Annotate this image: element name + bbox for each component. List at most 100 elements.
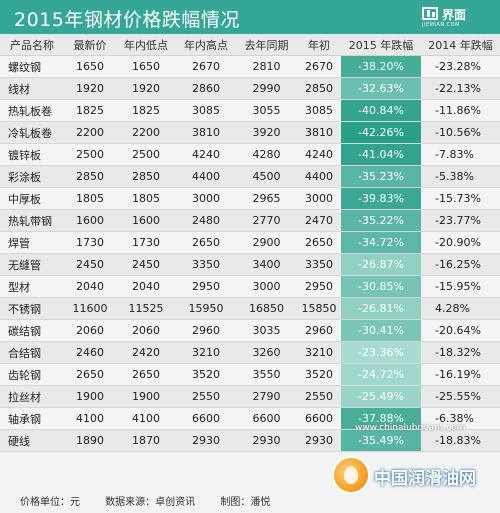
latest-cell: 1825	[64, 99, 116, 122]
last-year-cell: 2790	[236, 385, 297, 408]
column-header-name: 产品名称	[0, 34, 64, 56]
pct-2014-cell: -7.83%	[421, 143, 500, 166]
last-year-cell: 2810	[236, 55, 297, 78]
table-row: 齿轮钢 2650 2650 3520 3550 3520 -24.72% -16.19%	[0, 363, 500, 386]
pct-2015-cell: -41.04%	[341, 143, 421, 166]
low-cell: 1730	[116, 231, 176, 254]
latest-cell: 2200	[64, 121, 116, 144]
last-year-cell: 3400	[236, 253, 297, 276]
latest-cell: 2500	[64, 143, 116, 166]
jiemian-logo: 界面 JIEMIAN.COM	[422, 5, 492, 29]
column-header-low: 年内低点	[116, 34, 176, 56]
name-cell: 不锈钢	[0, 297, 64, 320]
name-cell: 镀锌板	[0, 143, 64, 166]
name-cell: 螺纹钢	[0, 55, 64, 78]
high-cell: 2480	[176, 209, 236, 232]
table-row: 无缝管 2450 2450 3350 3400 3350 -26.87% -16.25%	[0, 253, 500, 276]
pct-2015-cell: -25.49%	[341, 385, 421, 408]
name-cell: 冷轧板卷	[0, 121, 64, 144]
high-cell: 3350	[176, 253, 236, 276]
name-cell: 焊管	[0, 231, 64, 254]
pct-2015-cell: -35.22%	[341, 209, 421, 232]
latest-cell: 1920	[64, 77, 116, 100]
low-cell: 1600	[116, 209, 176, 232]
year-start-cell: 3350	[297, 253, 341, 276]
low-cell: 2650	[116, 363, 176, 386]
pct-2014-cell: -18.32%	[421, 341, 500, 364]
year-start-cell: 3520	[297, 363, 341, 386]
low-cell: 1650	[116, 55, 176, 78]
table-row: 拉丝材 1900 1900 2550 2790 2550 -25.49% -25.55%	[0, 385, 500, 408]
year-start-cell: 2470	[297, 209, 341, 232]
pct-2014-cell: -15.73%	[421, 187, 500, 210]
year-start-cell: 2650	[297, 231, 341, 254]
high-cell: 3520	[176, 363, 236, 386]
name-cell: 线材	[0, 77, 64, 100]
latest-cell: 11600	[64, 297, 116, 320]
price-unit-note: 价格单位：元	[20, 497, 80, 508]
table-body: 螺纹钢 1650 1650 2670 2810 2670 -38.20% -23.28% 线材 1…	[0, 55, 500, 452]
table-row: 热轧带钢 1600 1600 2480 2770 2470 -35.22% -23.77%	[0, 209, 500, 232]
name-cell: 拉丝材	[0, 385, 64, 408]
logo-sub: JIEMIAN.COM	[422, 22, 460, 28]
table-row: 线材 1920 1920 2860 2990 2850 -32.63% -22.13%	[0, 77, 500, 100]
year-start-cell: 2670	[297, 55, 341, 78]
high-cell: 15950	[176, 297, 236, 320]
year-start-cell: 3210	[297, 341, 341, 364]
column-header-pct-2014: 2014 年跌幅	[421, 34, 500, 56]
latest-cell: 2460	[64, 341, 116, 364]
pct-2014-cell: -23.28%	[421, 55, 500, 78]
high-cell: 2930	[176, 429, 236, 452]
latest-cell: 1805	[64, 187, 116, 210]
year-start-cell: 2930	[297, 429, 341, 452]
name-cell: 彩涂板	[0, 165, 64, 188]
last-year-cell: 3055	[236, 99, 297, 122]
latest-cell: 2850	[64, 165, 116, 188]
year-start-cell: 4240	[297, 143, 341, 166]
name-cell: 热轧板卷	[0, 99, 64, 122]
pct-2014-cell: -18.83%	[421, 429, 500, 452]
high-cell: 3810	[176, 121, 236, 144]
table-row: 轴承钢 4100 4100 6600 6600 6600 -37.88% -6.38%	[0, 407, 500, 430]
low-cell: 4100	[116, 407, 176, 430]
year-start-cell: 3085	[297, 99, 341, 122]
latest-cell: 2060	[64, 319, 116, 342]
pct-2015-cell: -38.20%	[341, 55, 421, 78]
table-row: 彩涂板 2850 2850 4400 4500 4400 -35.23% -5.38%	[0, 165, 500, 188]
oil-drop-icon	[332, 456, 370, 494]
high-cell: 4400	[176, 165, 236, 188]
low-cell: 2850	[116, 165, 176, 188]
last-year-cell: 3035	[236, 319, 297, 342]
low-cell: 2450	[116, 253, 176, 276]
year-start-cell: 3810	[297, 121, 341, 144]
high-cell: 6600	[176, 407, 236, 430]
pct-2015-cell: -34.72%	[341, 231, 421, 254]
latest-cell: 1650	[64, 55, 116, 78]
year-start-cell: 3000	[297, 187, 341, 210]
pct-2015-cell: -35.23%	[341, 165, 421, 188]
logo-mark-icon	[422, 7, 438, 20]
high-cell: 3210	[176, 341, 236, 364]
table-row: 合结钢 2460 2420 3210 3260 3210 -23.36% -18.32%	[0, 341, 500, 364]
last-year-cell: 4500	[236, 165, 297, 188]
pct-2014-cell: -6.38%	[421, 407, 500, 430]
pct-2015-cell: -37.88%	[341, 407, 421, 430]
low-cell: 2200	[116, 121, 176, 144]
table-row: 冷轧板卷 2200 2200 3810 3920 3810 -42.26% -10.56%	[0, 121, 500, 144]
low-cell: 2060	[116, 319, 176, 342]
column-header-high: 年内高点	[176, 34, 236, 56]
year-start-cell: 15850	[297, 297, 341, 320]
last-year-cell: 3000	[236, 275, 297, 298]
logo-name: 界面	[442, 8, 467, 22]
latest-cell: 1900	[64, 385, 116, 408]
column-header-last-year: 去年同期	[236, 34, 297, 56]
last-year-cell: 2900	[236, 231, 297, 254]
low-cell: 11525	[116, 297, 176, 320]
high-cell: 2860	[176, 77, 236, 100]
high-cell: 2550	[176, 385, 236, 408]
footer: 价格单位：元 数据来源：卓创资讯 制图：潘悦	[20, 493, 292, 508]
pct-2014-cell: -5.38%	[421, 165, 500, 188]
latest-cell: 1600	[64, 209, 116, 232]
last-year-cell: 6600	[236, 407, 297, 430]
latest-cell: 1890	[64, 429, 116, 452]
